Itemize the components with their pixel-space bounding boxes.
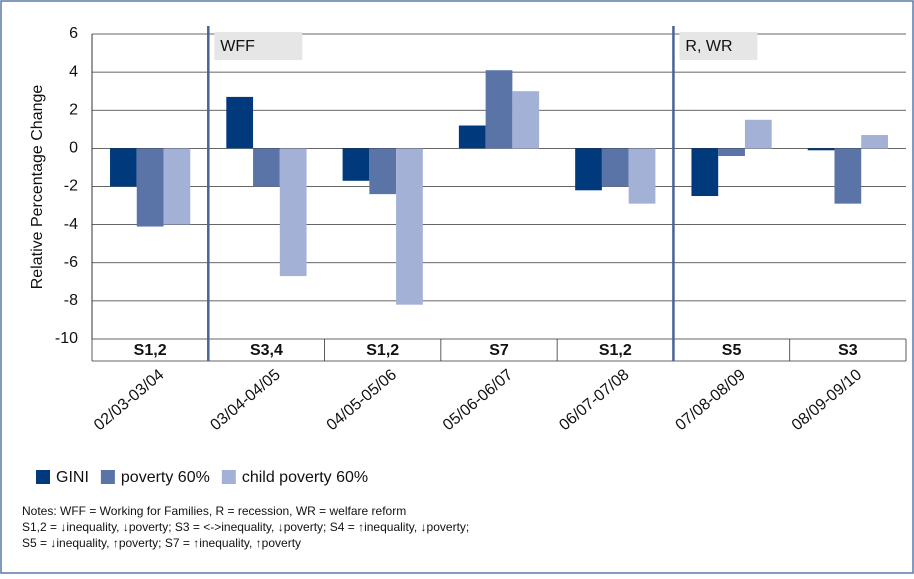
regime-label: S1,2 [366,342,399,359]
y-tick-label: 2 [69,101,78,118]
annotation: R, WR [685,38,732,55]
y-tick-label: -2 [64,178,78,195]
bar [458,125,486,149]
y-tick-label: -10 [55,330,78,347]
annotation-box [214,32,303,60]
note: Notes: WFF = Working for Families, R = r… [22,504,406,518]
regime-label: S3,4 [250,342,283,359]
y-tick-label: -8 [64,292,78,309]
regime-label: S5 [722,342,742,359]
bar [628,148,656,204]
y-tick-label: -6 [64,254,78,271]
bar [512,91,540,149]
bar [601,148,629,187]
bar [834,148,862,204]
bar [861,135,888,149]
note: S5 = ↓inequality, ↑poverty; S7 = ↑inequa… [22,536,301,550]
regime-label: S1,2 [134,342,167,359]
legend-swatch [36,470,50,484]
bar [807,148,835,151]
y-axis-label: Relative Percentage Change [29,85,46,290]
regime-label: S7 [489,342,509,359]
y-tick-label: 6 [69,25,78,42]
bar [253,148,280,187]
note: S1,2 = ↓inequality, ↓poverty; S3 = <->in… [22,520,469,534]
bar [369,148,397,195]
regime-label: S1,2 [599,342,632,359]
bar [575,148,602,191]
bar [485,70,513,149]
bar [279,148,307,277]
regime-label: S3 [838,342,858,359]
bar [718,148,745,156]
legend-swatch [221,470,236,484]
y-tick-label: 0 [69,140,78,157]
annotation: WFF [220,38,255,55]
legend-label: GINI [56,469,89,486]
bar [396,148,423,305]
bar [136,148,164,227]
y-tick-label: -4 [64,216,78,233]
bar [691,148,719,197]
annotation-box [679,32,758,60]
legend-label: poverty 60% [121,469,210,486]
bar [744,119,772,149]
bar [342,148,370,181]
bar [163,148,191,225]
legend-swatch [100,470,115,484]
legend-label: child poverty 60% [242,469,368,486]
bar [110,148,137,187]
y-tick-label: 4 [69,63,78,80]
bar [226,96,254,149]
